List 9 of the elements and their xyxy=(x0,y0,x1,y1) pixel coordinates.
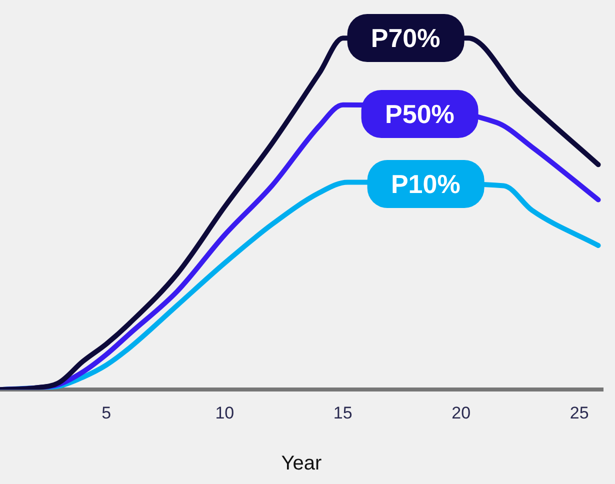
series-label: P10% xyxy=(366,160,484,208)
x-tick-label: 5 xyxy=(102,403,112,422)
x-tick-label: 15 xyxy=(333,403,352,422)
x-tick-label: 10 xyxy=(215,403,234,422)
x-tick-label: 20 xyxy=(452,403,471,422)
x-axis-title: Year xyxy=(281,452,322,475)
x-tick-label: 25 xyxy=(570,403,589,422)
series-label: P70% xyxy=(346,14,464,62)
series-label: P50% xyxy=(361,90,478,138)
